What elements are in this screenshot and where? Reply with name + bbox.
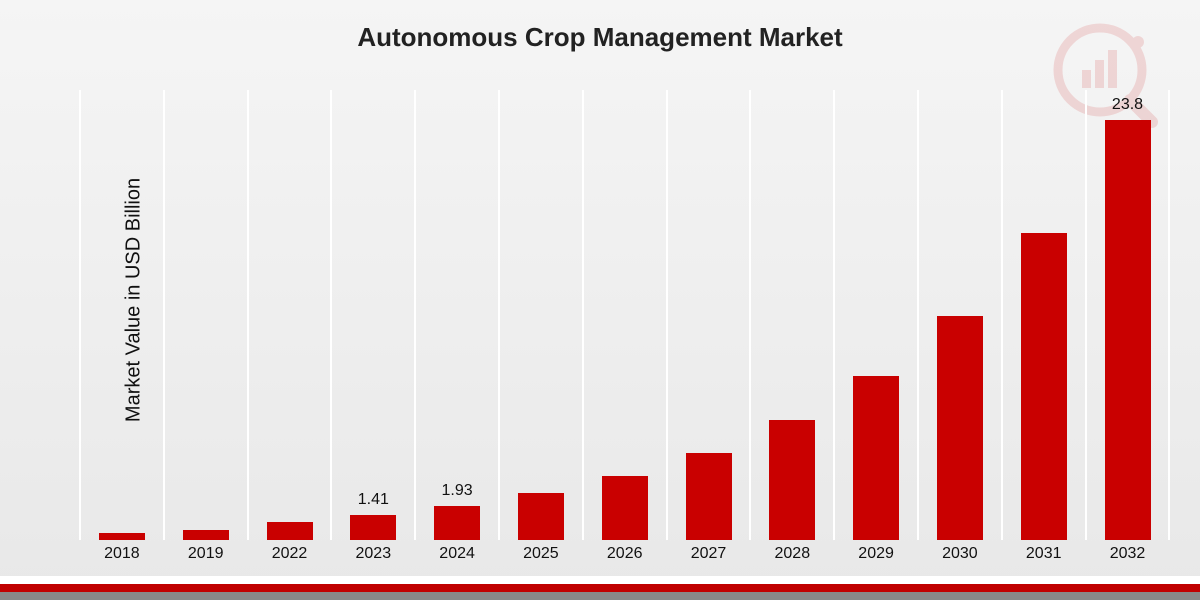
x-tick-label: 2030: [920, 545, 1000, 563]
y-axis-label: Market Value in USD Billion: [123, 178, 146, 422]
x-tick-label: 2023: [333, 545, 413, 563]
gridline: [414, 90, 416, 540]
gridline: [247, 90, 249, 540]
x-tick-label: 2031: [1004, 545, 1084, 563]
bar: [183, 530, 229, 540]
gridline: [917, 90, 919, 540]
bar: [769, 420, 815, 540]
bar: [99, 533, 145, 540]
gridline: [79, 90, 81, 540]
bar: [937, 316, 983, 540]
gridline: [666, 90, 668, 540]
bar: [350, 515, 396, 540]
bar: [686, 453, 732, 540]
x-tick-label: 2028: [752, 545, 832, 563]
x-tick-label: 2026: [585, 545, 665, 563]
bar-value-label: 1.93: [427, 482, 487, 500]
x-tick-label: 2018: [82, 545, 162, 563]
gridline: [1085, 90, 1087, 540]
chart-title: Autonomous Crop Management Market: [0, 22, 1200, 53]
gridline: [582, 90, 584, 540]
bar: [267, 522, 313, 540]
bar: [1105, 120, 1151, 540]
bar: [853, 376, 899, 540]
plot-area: 1.41 1.93 23.8: [80, 90, 1170, 540]
bar-value-label: 1.41: [343, 491, 403, 509]
gridline: [498, 90, 500, 540]
bar: [518, 493, 564, 540]
x-tick-label: 2029: [836, 545, 916, 563]
bar: [434, 506, 480, 540]
gridline: [1168, 90, 1170, 540]
gridline: [163, 90, 165, 540]
gridline: [330, 90, 332, 540]
gridline: [749, 90, 751, 540]
x-tick-label: 2027: [669, 545, 749, 563]
x-tick-label: 2022: [250, 545, 330, 563]
x-tick-label: 2025: [501, 545, 581, 563]
gridline: [833, 90, 835, 540]
bar: [602, 476, 648, 540]
gridline: [1001, 90, 1003, 540]
x-tick-label: 2024: [417, 545, 497, 563]
bar-value-label: 23.8: [1098, 96, 1158, 114]
x-tick-label: 2032: [1088, 545, 1168, 563]
x-tick-label: 2019: [166, 545, 246, 563]
footer-stripes: [0, 576, 1200, 600]
bar: [1021, 233, 1067, 540]
